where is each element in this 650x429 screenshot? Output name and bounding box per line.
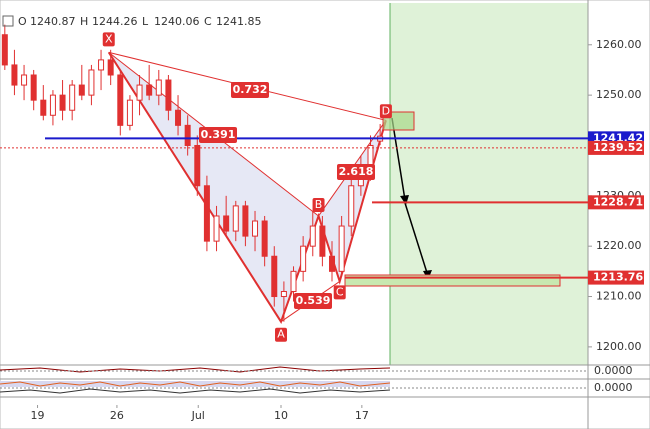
level-label: 1228.71 bbox=[593, 195, 643, 208]
ratio-label: 2.618 bbox=[339, 165, 374, 178]
x-tick-label: 19 bbox=[31, 409, 45, 422]
candle-body bbox=[98, 59, 105, 71]
point-tag bbox=[275, 327, 288, 342]
candle-body bbox=[367, 144, 374, 167]
target-box bbox=[344, 274, 561, 287]
candle-body bbox=[271, 255, 278, 298]
target-arrow bbox=[391, 117, 406, 201]
candle-body bbox=[280, 290, 287, 298]
candle-body bbox=[338, 225, 345, 272]
candle-body bbox=[69, 84, 76, 111]
candle-body bbox=[194, 144, 201, 187]
level-tag bbox=[588, 140, 644, 155]
candle-body bbox=[155, 79, 162, 96]
legend-value: 1241.85 bbox=[216, 15, 262, 28]
point-label: C bbox=[336, 285, 344, 298]
level-label: 1239.52 bbox=[593, 141, 643, 154]
target-arrow bbox=[404, 202, 429, 277]
target-zone bbox=[390, 3, 588, 365]
candle-body bbox=[165, 79, 172, 111]
candle-body bbox=[309, 225, 316, 247]
ratio-label: 0.539 bbox=[296, 294, 331, 307]
candle-body bbox=[40, 99, 47, 116]
oscillator bbox=[0, 366, 391, 373]
legend-icon bbox=[2, 15, 14, 27]
candle-body bbox=[88, 69, 95, 96]
candle-body bbox=[232, 205, 239, 232]
ratio-label: 0.391 bbox=[201, 128, 236, 141]
candle-body bbox=[290, 270, 297, 292]
candle-body bbox=[117, 74, 124, 126]
point-tag bbox=[312, 197, 325, 212]
candle-body bbox=[252, 220, 259, 237]
legend-value: 1244.26 bbox=[92, 15, 138, 28]
candle-body bbox=[107, 59, 114, 76]
y-tick-label: 1210.00 bbox=[596, 290, 642, 303]
candle-body bbox=[1, 34, 8, 66]
oscillator-band bbox=[0, 381, 390, 387]
candle-body bbox=[184, 124, 191, 146]
oscillator bbox=[0, 388, 391, 394]
candle-body bbox=[78, 84, 85, 96]
legend-key: C bbox=[204, 15, 212, 28]
candle-body bbox=[242, 205, 249, 237]
ratio-tag bbox=[231, 82, 269, 98]
candle-body bbox=[49, 94, 56, 116]
y-tick-label: 1250.00 bbox=[596, 88, 642, 101]
point-tag bbox=[379, 104, 392, 119]
oscillator bbox=[0, 381, 391, 387]
candle-body bbox=[175, 109, 182, 126]
y-tick-label: 1200.00 bbox=[596, 340, 642, 353]
legend-value: 1240.06 bbox=[154, 15, 200, 28]
legend-value: 1240.87 bbox=[30, 15, 76, 28]
candle-body bbox=[136, 84, 143, 101]
ratio-label: 0.732 bbox=[233, 83, 268, 96]
y-tick-label: 1220.00 bbox=[596, 239, 642, 252]
legend-key: H bbox=[80, 15, 88, 28]
candle-body bbox=[329, 255, 336, 272]
indicator-label: 0.0000 bbox=[594, 364, 633, 377]
y-tick-label: 1260.00 bbox=[596, 38, 642, 51]
point-label: A bbox=[277, 328, 285, 341]
ratio-tag bbox=[337, 164, 375, 180]
level-tag bbox=[588, 195, 644, 210]
x-tick-label: 17 bbox=[355, 409, 369, 422]
candle-body bbox=[59, 94, 66, 111]
candle-body bbox=[261, 220, 268, 257]
point-label: B bbox=[315, 198, 323, 211]
candle-body bbox=[11, 64, 18, 86]
point-tag bbox=[102, 32, 115, 47]
level-label: 1213.76 bbox=[593, 271, 643, 284]
candle-body bbox=[30, 74, 37, 101]
x-tick-label: 26 bbox=[110, 409, 124, 422]
candle-body bbox=[203, 185, 210, 242]
candle-body bbox=[348, 185, 355, 227]
point-label: X bbox=[105, 32, 113, 45]
candle-body bbox=[213, 215, 220, 242]
point-tag bbox=[333, 285, 346, 300]
ratio-tag bbox=[294, 293, 332, 309]
ratio-tag bbox=[199, 127, 237, 143]
x-tick-label: 10 bbox=[274, 409, 288, 422]
level-tag bbox=[588, 270, 644, 285]
candle-body bbox=[300, 245, 307, 272]
indicator-label: 0.0000 bbox=[594, 381, 633, 394]
candle-body bbox=[126, 99, 133, 126]
candle-body bbox=[146, 84, 153, 96]
point-label: D bbox=[382, 104, 390, 117]
candle-body bbox=[21, 74, 28, 86]
candle-body bbox=[223, 215, 230, 232]
legend-key: O bbox=[18, 15, 27, 28]
candle-body bbox=[319, 225, 326, 257]
x-tick-label: Jul bbox=[191, 409, 205, 422]
legend-key: L bbox=[142, 15, 149, 28]
